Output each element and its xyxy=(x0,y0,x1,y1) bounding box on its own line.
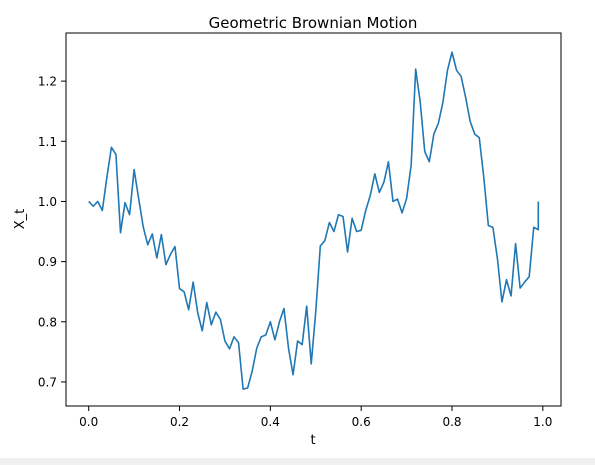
x-axis-ticks: 0.0 0.2 0.4 0.6 0.8 1.0 xyxy=(79,406,552,429)
x-tick-label: 0.6 xyxy=(352,415,371,429)
y-tick-label: 0.7 xyxy=(38,375,57,389)
window-bottom-strip xyxy=(0,458,595,465)
series-line xyxy=(88,51,540,390)
axes-frame xyxy=(65,32,562,407)
y-tick-label: 0.8 xyxy=(38,315,57,329)
y-axis-label: X_t xyxy=(13,209,28,230)
y-axis-ticks: 0.7 0.8 0.9 1.0 1.1 1.2 xyxy=(38,75,66,389)
x-tick-label: 0.2 xyxy=(170,415,189,429)
x-tick-label: 1.0 xyxy=(533,415,552,429)
x-tick-label: 0.0 xyxy=(79,415,98,429)
y-tick-label: 1.1 xyxy=(38,135,57,149)
x-tick-label: 0.4 xyxy=(261,415,280,429)
y-tick-label: 1.2 xyxy=(38,75,57,89)
chart-title: Geometric Brownian Motion xyxy=(209,14,418,32)
x-axis-label: t xyxy=(310,433,315,448)
y-tick-label: 0.9 xyxy=(38,255,57,269)
plot-area xyxy=(66,33,561,406)
x-tick-label: 0.8 xyxy=(442,415,461,429)
y-tick-label: 1.0 xyxy=(38,195,57,209)
